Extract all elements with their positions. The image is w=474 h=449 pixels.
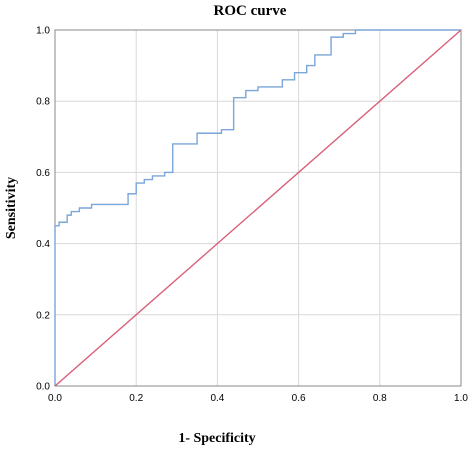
tick-labels: 0.0 0.2 0.4 0.6 0.8 1.0 0.0 0.2 0.4 0.6 0.8 1.0 [36, 26, 468, 405]
chart-title: ROC curve [214, 3, 287, 19]
roc-curve-line [54, 29, 461, 386]
x-tick-label: 0.2 [129, 393, 143, 404]
plot-frame [54, 29, 462, 387]
series-layer [54, 29, 462, 387]
x-tick-label: 0.0 [48, 393, 62, 404]
x-axis-label: 1- Specificity [178, 431, 255, 446]
y-tick-label: 1.0 [36, 26, 50, 37]
y-tick-label: 0.6 [36, 168, 50, 179]
y-tick-label: 0.2 [36, 310, 50, 321]
y-axis-label: Sensitivity [4, 177, 19, 239]
x-tick-label: 0.8 [373, 393, 387, 404]
x-tick-label: 0.4 [210, 393, 224, 404]
y-tick-label: 0.0 [36, 382, 50, 393]
reference-diagonal-line [54, 29, 462, 387]
y-tick-label: 0.4 [36, 239, 50, 250]
x-tick-label: 0.6 [292, 393, 306, 404]
x-tick-label: 1.0 [454, 393, 468, 404]
y-tick-label: 0.8 [36, 97, 50, 108]
